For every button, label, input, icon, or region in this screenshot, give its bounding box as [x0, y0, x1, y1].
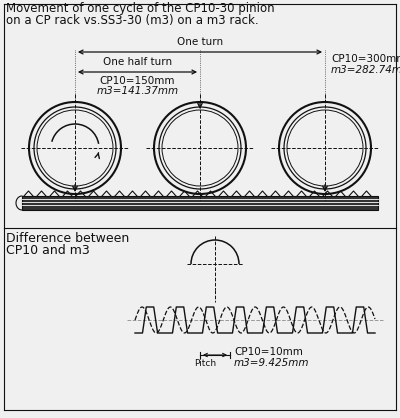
Text: on a CP rack vs.SS3-30 (m3) on a m3 rack.: on a CP rack vs.SS3-30 (m3) on a m3 rack…: [6, 14, 259, 27]
Text: CP10 and m3: CP10 and m3: [6, 244, 90, 257]
Text: One turn: One turn: [177, 37, 223, 47]
Text: Movement of one cycle of the CP10-30 pinion: Movement of one cycle of the CP10-30 pin…: [6, 2, 275, 15]
Text: m3=9.425mm: m3=9.425mm: [234, 358, 310, 368]
Text: One half turn: One half turn: [103, 57, 172, 67]
Text: CP10=10mm: CP10=10mm: [234, 347, 303, 357]
Text: CP10=300mm: CP10=300mm: [331, 54, 400, 64]
Bar: [22, 196, 378, 210]
Text: m3=141.37mm: m3=141.37mm: [96, 86, 178, 96]
Text: CP10=150mm: CP10=150mm: [100, 76, 175, 86]
Text: m3=282.74mm: m3=282.74mm: [331, 65, 400, 75]
Text: Pitch: Pitch: [194, 359, 216, 368]
Text: Difference between: Difference between: [6, 232, 129, 245]
